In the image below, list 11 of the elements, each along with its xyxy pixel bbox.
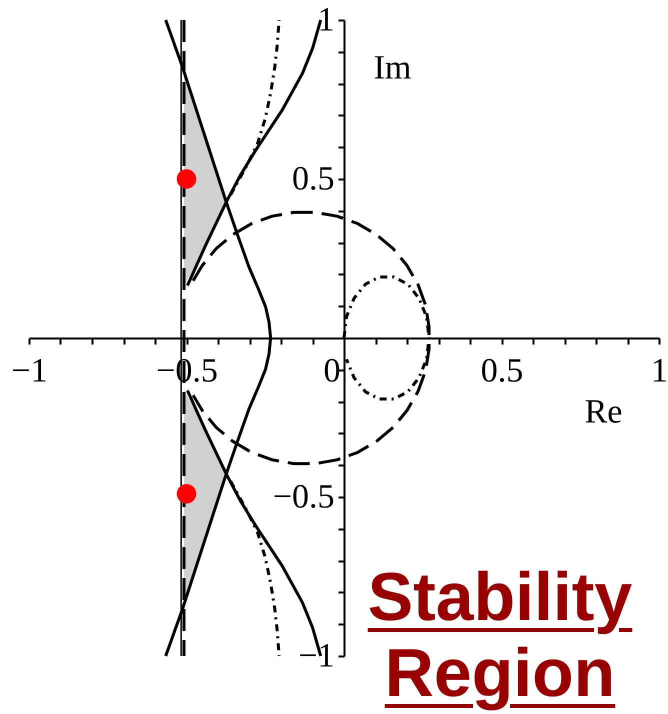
x-tick-label: 0.5 bbox=[480, 352, 524, 390]
text: Stability Region bbox=[366, 559, 634, 711]
x-tick-label: 1 bbox=[651, 352, 668, 390]
x-tick-label: 0 bbox=[324, 352, 340, 390]
x-axis-title: Re bbox=[584, 394, 622, 430]
y-tick-label: 0.5 bbox=[292, 160, 334, 198]
y-tick-label: 1 bbox=[318, 2, 334, 38]
x-tick-label: −1 bbox=[11, 352, 48, 390]
y-tick-label: −1 bbox=[298, 638, 334, 674]
y-axis-title: Im bbox=[374, 50, 412, 86]
y-tick-label: −0.5 bbox=[272, 478, 334, 516]
